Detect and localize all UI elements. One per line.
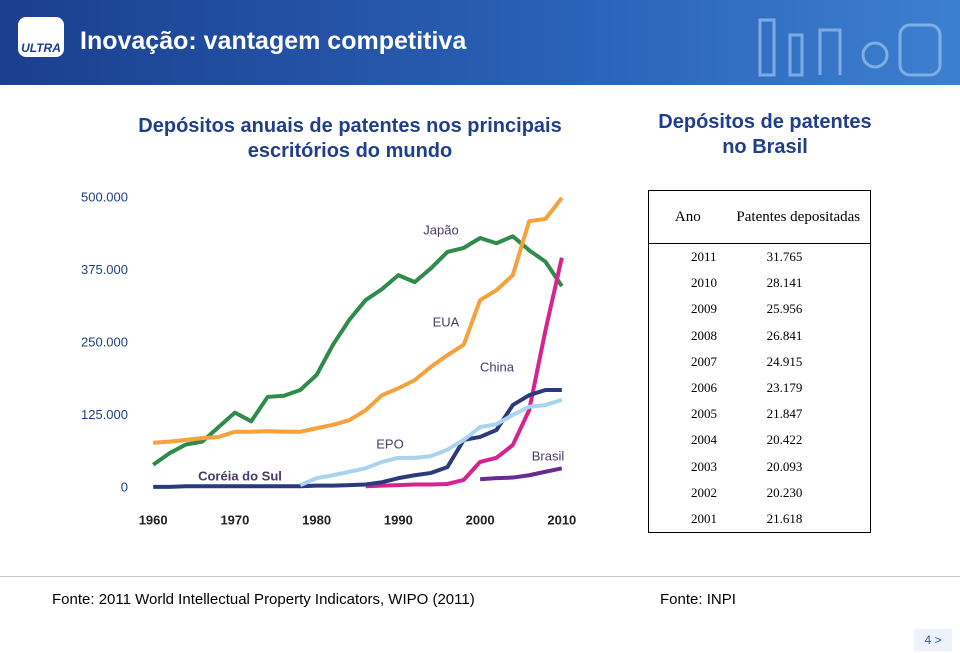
table: Ano Patentes depositadas 2011 31.765 2010 28…	[648, 190, 871, 534]
header-icons	[758, 18, 942, 77]
x-tick-label: 1960	[139, 512, 168, 527]
series-line	[153, 196, 564, 445]
table-cell: 2004	[691, 432, 717, 448]
x-tick-label: 2010	[547, 512, 576, 527]
table-cell: 23.179	[766, 380, 803, 396]
y-tick-label: 125.000	[81, 407, 128, 422]
table-cell: 2002	[691, 484, 717, 500]
table-row: 2002 20.230	[649, 480, 871, 506]
table-cell: 2006	[691, 380, 717, 396]
logo: ULTRA	[18, 17, 64, 57]
table-row: 2003 20.093	[649, 454, 871, 480]
table-cell: 2001	[691, 510, 717, 526]
table-cell: 2003	[691, 458, 717, 474]
table-cell: 2007	[691, 353, 717, 369]
table-cell: 24.915	[766, 353, 803, 369]
page-number[interactable]: 4 >	[914, 629, 952, 651]
y-tick-label: 500.000	[81, 189, 128, 204]
table-cell: 2005	[691, 406, 717, 422]
series-label: Coréia do Sul	[198, 468, 282, 483]
column-header: Ano	[648, 190, 727, 244]
table-title: Depósitos de patentes no Brasil	[658, 111, 872, 158]
table-row: 2010 28.141	[649, 270, 871, 296]
series-line	[299, 397, 563, 487]
series-label: Brasil	[532, 448, 565, 463]
series-label: Japão	[423, 222, 458, 237]
series-label: China	[480, 359, 515, 374]
table-row: 2001 21.618	[649, 506, 871, 533]
table-cell: 20.093	[766, 458, 803, 474]
y-tick-label: 250.000	[81, 334, 128, 349]
table-cell: 25.956	[766, 301, 803, 317]
slide-title: Inovação: vantagem competitiva	[80, 27, 467, 55]
x-tick-label: 2000	[466, 512, 495, 527]
table-cell: 20.230	[766, 484, 803, 500]
table-cell: 2011	[691, 249, 717, 265]
table-cell: 28.141	[766, 275, 803, 291]
source: Fonte: 2011 World Intellectual Property …	[52, 591, 475, 608]
series-label: EPO	[376, 436, 403, 451]
source: Fonte: INPI	[660, 591, 736, 608]
table-row: 2004 20.422	[649, 427, 871, 453]
table-row: 2005 21.847	[649, 401, 871, 427]
table-cell: 21.618	[766, 510, 803, 526]
table-cell: 31.765	[766, 249, 803, 265]
y-tick-label: 375.000	[81, 262, 128, 277]
table-cell: 20.422	[766, 432, 803, 448]
series-line	[365, 257, 564, 489]
table-row: 2009 25.956	[649, 296, 871, 322]
chart: 0 125.000 250.000 375.000 500.000 1960 1970 198…	[81, 189, 576, 527]
table-row: 2007 24.915	[649, 349, 871, 375]
divider	[0, 576, 960, 577]
x-tick-label: 1970	[220, 512, 249, 527]
column-header: Patentes depositadas	[726, 190, 871, 244]
table-cell: 26.841	[766, 327, 803, 343]
table-row: 2008 26.841	[649, 323, 871, 349]
table-cell: 2010	[691, 275, 717, 291]
header-bar: ULTRA Inovação: vantagem competitiva	[0, 0, 960, 85]
table-cell: 2009	[691, 301, 717, 317]
table-row: 2006 23.179	[649, 375, 871, 401]
x-tick-label: 1990	[384, 512, 413, 527]
chart-title: Depósitos anuais de patentes nos princip…	[138, 115, 562, 162]
series-line	[479, 466, 563, 482]
series-line	[152, 234, 564, 467]
series-label: EUA	[433, 314, 460, 329]
series-line	[153, 387, 562, 489]
x-tick-label: 1980	[302, 512, 331, 527]
table-cell: 2008	[691, 327, 717, 343]
y-tick-label: 0	[121, 479, 128, 494]
table-cell: 21.847	[766, 406, 803, 422]
table-row: 2011 31.765	[649, 244, 871, 271]
